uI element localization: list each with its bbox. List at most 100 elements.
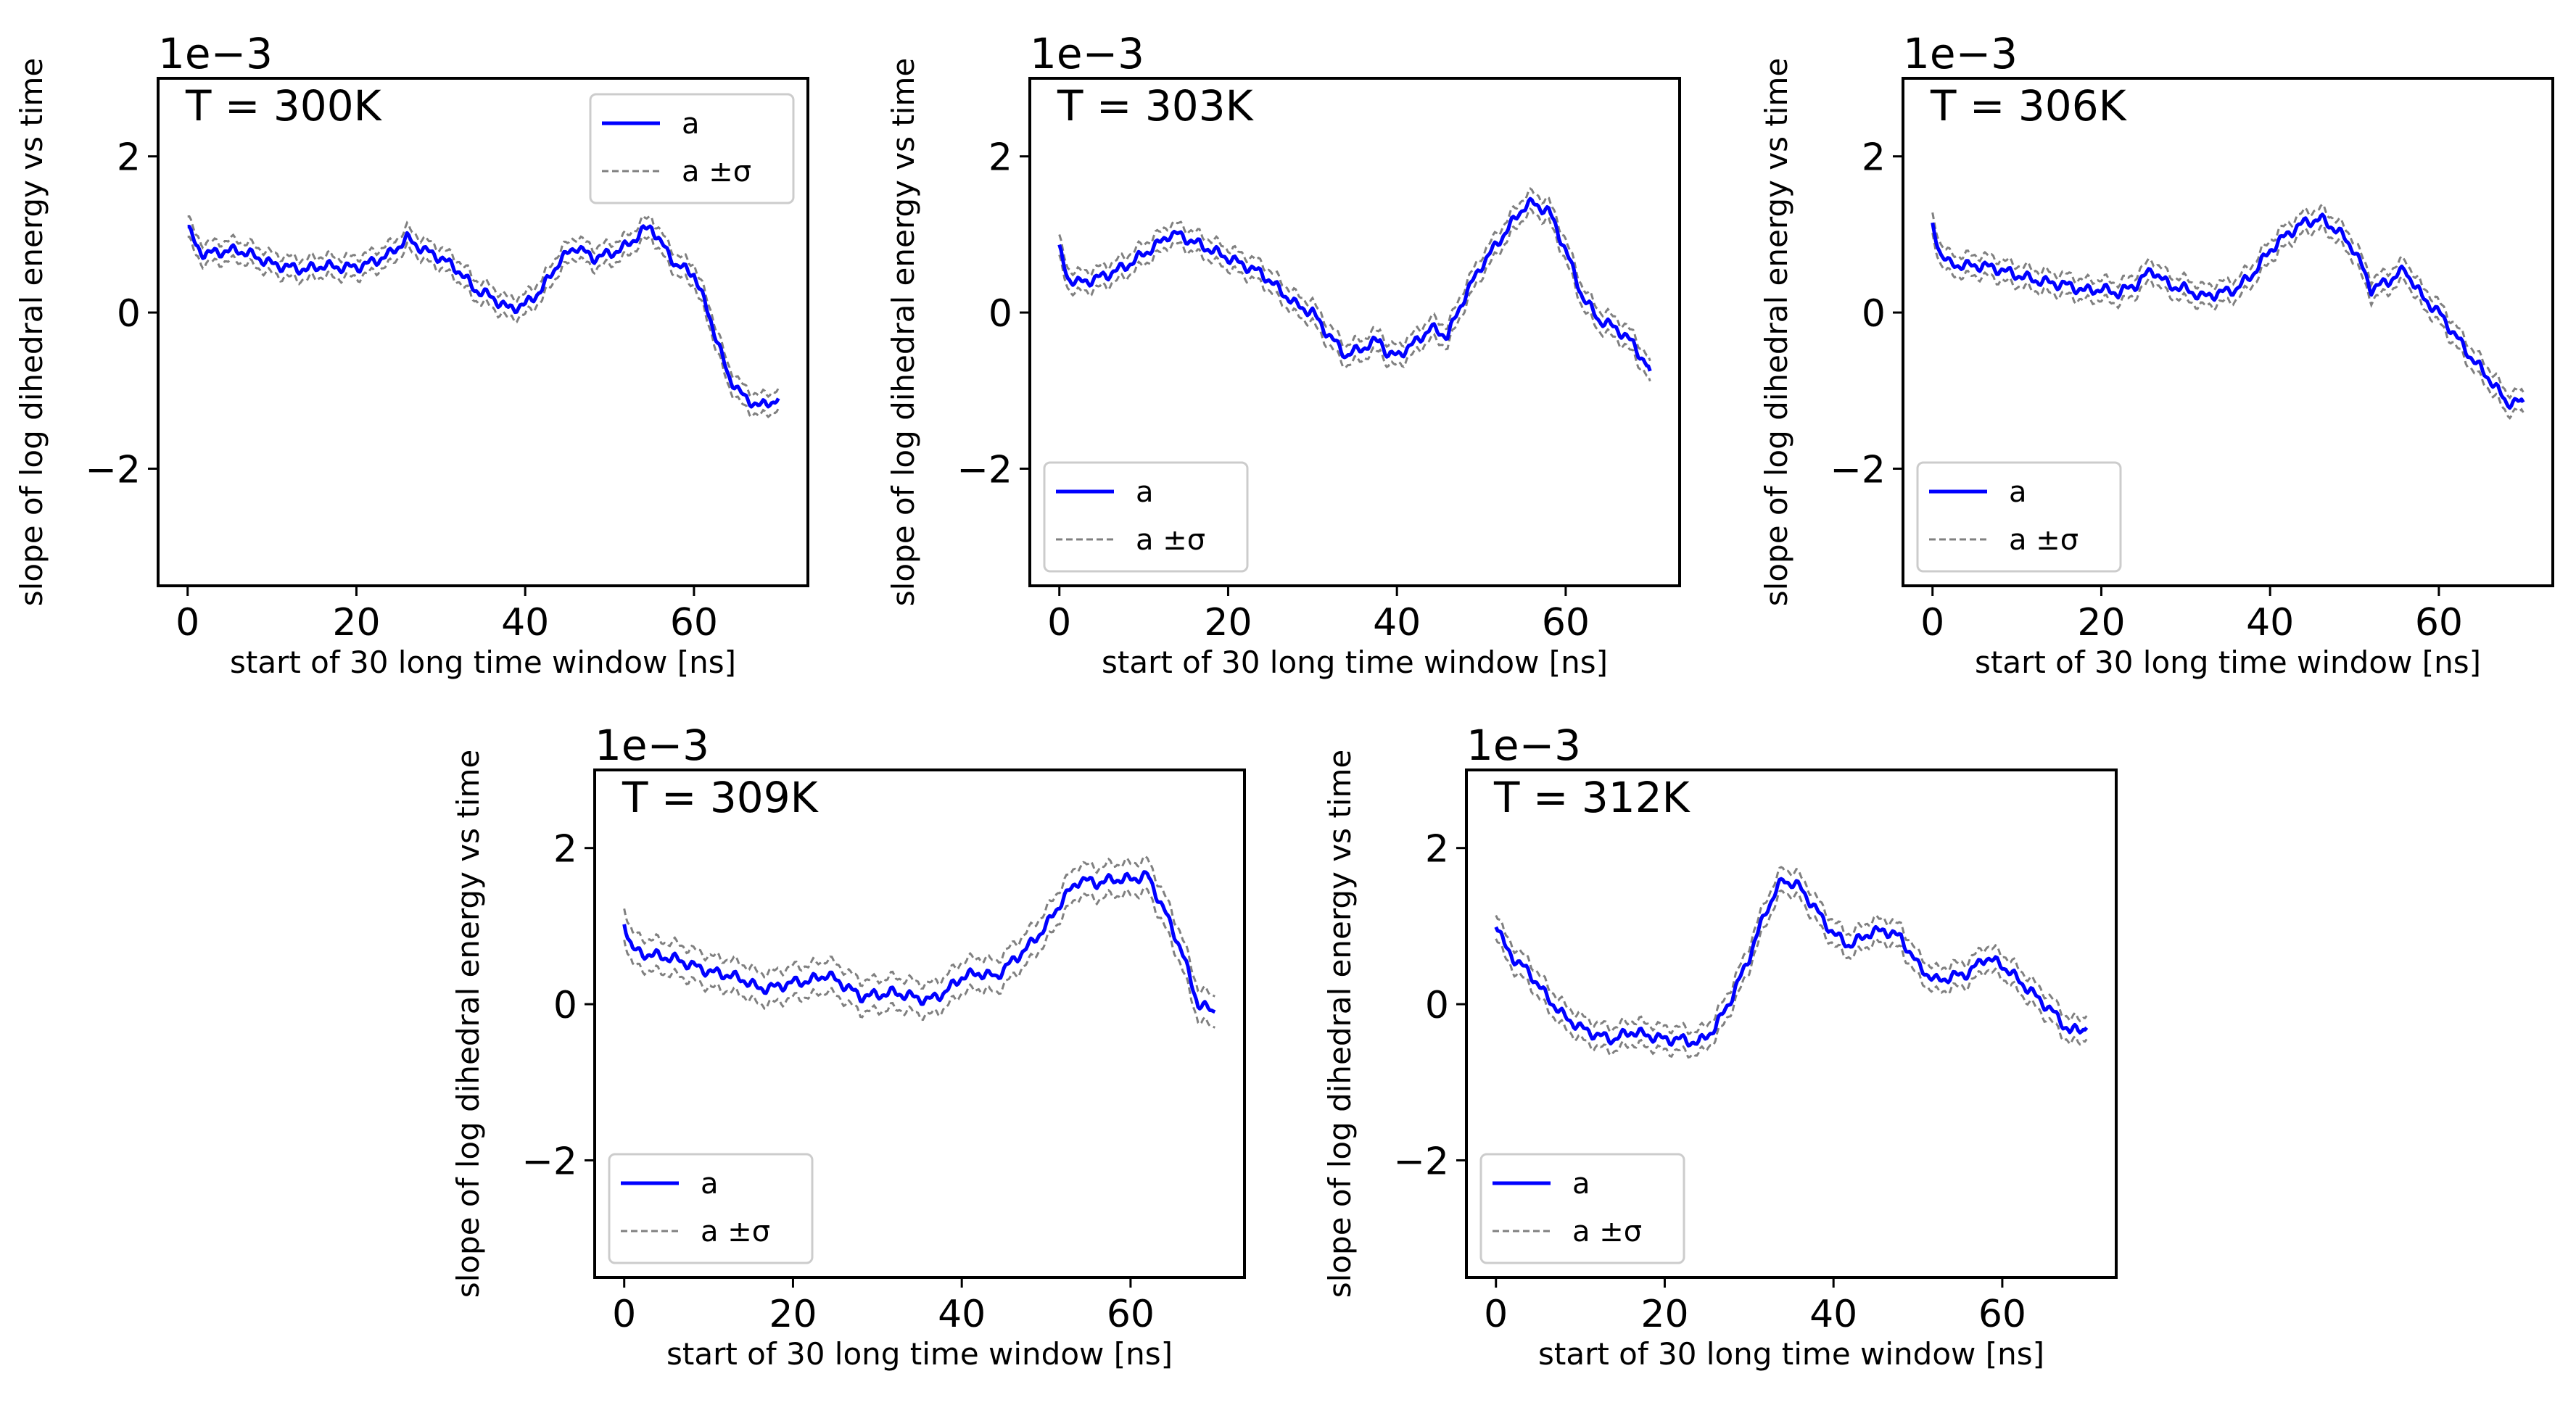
y-axis-label: slope of log dihedral energy vs time [14, 58, 49, 606]
x-tick-label: 0 [1047, 601, 1071, 645]
sigma-lower-line [1931, 223, 2525, 420]
y-axis-label: slope of log dihedral energy vs time [1759, 58, 1794, 606]
series-line-a [622, 870, 1216, 1014]
series-line-a [187, 224, 780, 409]
y-tick-label: 0 [1862, 292, 1886, 336]
legend: a a ±σ [589, 93, 795, 204]
y-tick-label: 2 [1425, 828, 1449, 871]
x-axis-label: start of 30 long time window [ns] [1538, 1336, 2044, 1372]
y-scale-label: 1e−3 [595, 721, 709, 770]
sigma-upper-line [187, 214, 780, 399]
x-tick-label: 20 [1204, 601, 1252, 645]
x-tick-label: 60 [1978, 1293, 2026, 1336]
y-axis-label: slope of log dihedral energy vs time [886, 58, 921, 606]
legend-label-sigma: a ±σ [2009, 523, 2078, 557]
x-axis-label: start of 30 long time window [ns] [1975, 645, 2481, 680]
y-tick-label: −2 [521, 1140, 577, 1183]
y-tick-label: 2 [553, 828, 577, 871]
legend-label-a: a [1572, 1167, 1590, 1201]
y-tick-label: −2 [1393, 1140, 1449, 1183]
x-tick-label: 40 [1373, 601, 1421, 645]
x-axis-label: start of 30 long time window [ns] [666, 1336, 1173, 1372]
x-tick-label: 0 [612, 1293, 636, 1336]
y-tick-label: 2 [988, 136, 1012, 180]
x-tick-label: 0 [1920, 601, 1944, 645]
x-tick-label: 20 [1640, 1293, 1688, 1336]
series-line-a [1494, 877, 2089, 1048]
x-tick-label: 20 [332, 601, 380, 645]
legend-label-sigma: a ±σ [1572, 1215, 1642, 1248]
legend-label-a: a [1136, 476, 1154, 509]
x-tick-label: 60 [2415, 601, 2463, 645]
sigma-upper-line [1495, 866, 2088, 1035]
y-tick-label: 2 [1862, 136, 1886, 180]
x-tick-label: 60 [670, 601, 718, 645]
x-tick-label: 40 [501, 601, 549, 645]
axes-frame [593, 768, 1246, 1279]
x-tick-label: 0 [1484, 1293, 1508, 1336]
y-tick-label: −2 [957, 448, 1012, 492]
y-axis-label: slope of log dihedral energy vs time [1322, 750, 1358, 1298]
plot-area [622, 855, 1216, 1029]
y-scale-label: 1e−3 [1030, 29, 1144, 78]
legend-label-sigma: a ±σ [682, 155, 751, 188]
y-tick-label: 0 [1425, 984, 1449, 1027]
y-tick-label: 0 [553, 984, 577, 1027]
legend-label-a: a [701, 1167, 719, 1201]
plot-area [1931, 202, 2525, 420]
x-tick-label: 40 [2246, 601, 2294, 645]
sigma-lower-line [187, 234, 780, 419]
legend: a a ±σ [1916, 461, 2122, 573]
sigma-lower-line [623, 886, 1215, 1029]
legend-label-sigma: a ±σ [701, 1215, 770, 1248]
x-axis-label: start of 30 long time window [ns] [1102, 645, 1608, 680]
temperature-label: T = 300K [185, 81, 383, 130]
temperature-label: T = 306K [1930, 81, 2128, 130]
x-tick-label: 60 [1542, 601, 1590, 645]
legend: a a ±σ [608, 1153, 814, 1264]
axes-frame [1902, 77, 2554, 587]
series-line-a [1931, 212, 2525, 410]
sigma-lower-line [1495, 889, 2088, 1059]
sigma-upper-line [623, 855, 1215, 998]
legend: a a ±σ [1479, 1153, 1685, 1264]
y-tick-label: 0 [117, 292, 141, 336]
sigma-upper-line [1931, 202, 2525, 400]
temperature-label: T = 303K [1057, 81, 1255, 130]
temperature-label: T = 312K [1493, 773, 1691, 822]
x-tick-label: 40 [1809, 1293, 1857, 1336]
legend-label-a: a [2009, 476, 2027, 509]
sigma-lower-line [1058, 207, 1651, 382]
plot-area [187, 214, 780, 419]
y-axis-label: slope of log dihedral energy vs time [450, 750, 486, 1298]
plot-area [1494, 866, 2089, 1059]
axes-frame [1028, 77, 1681, 587]
series-line-a [1057, 196, 1652, 372]
legend: a a ±σ [1043, 461, 1249, 573]
y-tick-label: 2 [117, 136, 141, 180]
legend-label-sigma: a ±σ [1136, 523, 1205, 557]
y-tick-label: −2 [1830, 448, 1886, 492]
y-scale-label: 1e−3 [1903, 29, 2018, 78]
sigma-upper-line [1058, 186, 1651, 362]
plot-area [1057, 186, 1652, 382]
y-scale-label: 1e−3 [158, 29, 273, 78]
x-tick-label: 20 [769, 1293, 817, 1336]
legend-label-a: a [682, 107, 700, 141]
temperature-label: T = 309K [622, 773, 820, 822]
x-tick-label: 60 [1107, 1293, 1155, 1336]
axes-frame [1465, 768, 2118, 1279]
x-tick-label: 0 [176, 601, 199, 645]
y-tick-label: 0 [988, 292, 1012, 336]
x-axis-label: start of 30 long time window [ns] [230, 645, 736, 680]
axes-frame [157, 77, 809, 587]
x-tick-label: 40 [938, 1293, 986, 1336]
